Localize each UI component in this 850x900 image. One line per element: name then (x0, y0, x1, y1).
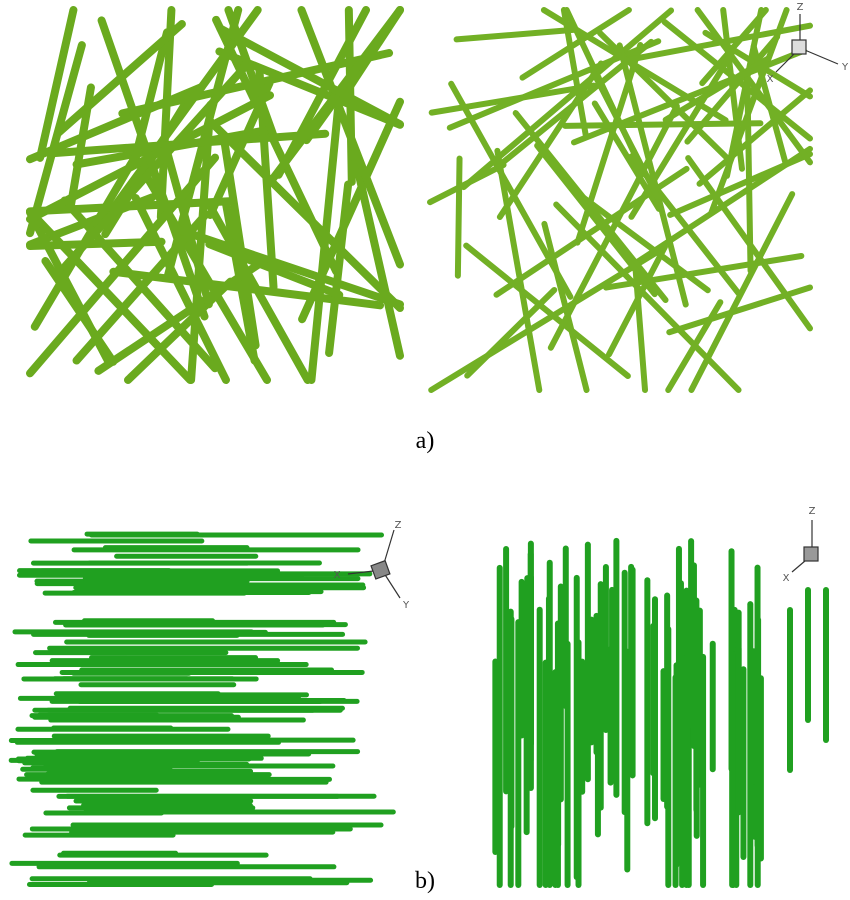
axis-triad (792, 520, 818, 572)
fiber (457, 30, 576, 40)
axis-label: Z (797, 2, 804, 13)
figure: Z Y X Z X Y Z X a) b) (0, 0, 850, 900)
triad-cube (371, 561, 390, 579)
axis-label: X (767, 74, 774, 85)
axis-triad (776, 14, 838, 72)
axis-label: X (783, 573, 790, 584)
caption: a) (416, 428, 435, 454)
triad-cube (804, 547, 818, 561)
fiber (458, 159, 460, 276)
axis-label: Z (395, 520, 402, 531)
axis-label: Y (402, 600, 410, 611)
fiber (565, 123, 760, 126)
fiber (451, 84, 570, 297)
axis-label: Z (809, 506, 816, 517)
axis-label: X (334, 570, 341, 581)
caption: b) (415, 868, 435, 894)
triad-cube (792, 40, 806, 54)
axis-label: Y (841, 62, 849, 73)
fiber (430, 165, 504, 202)
